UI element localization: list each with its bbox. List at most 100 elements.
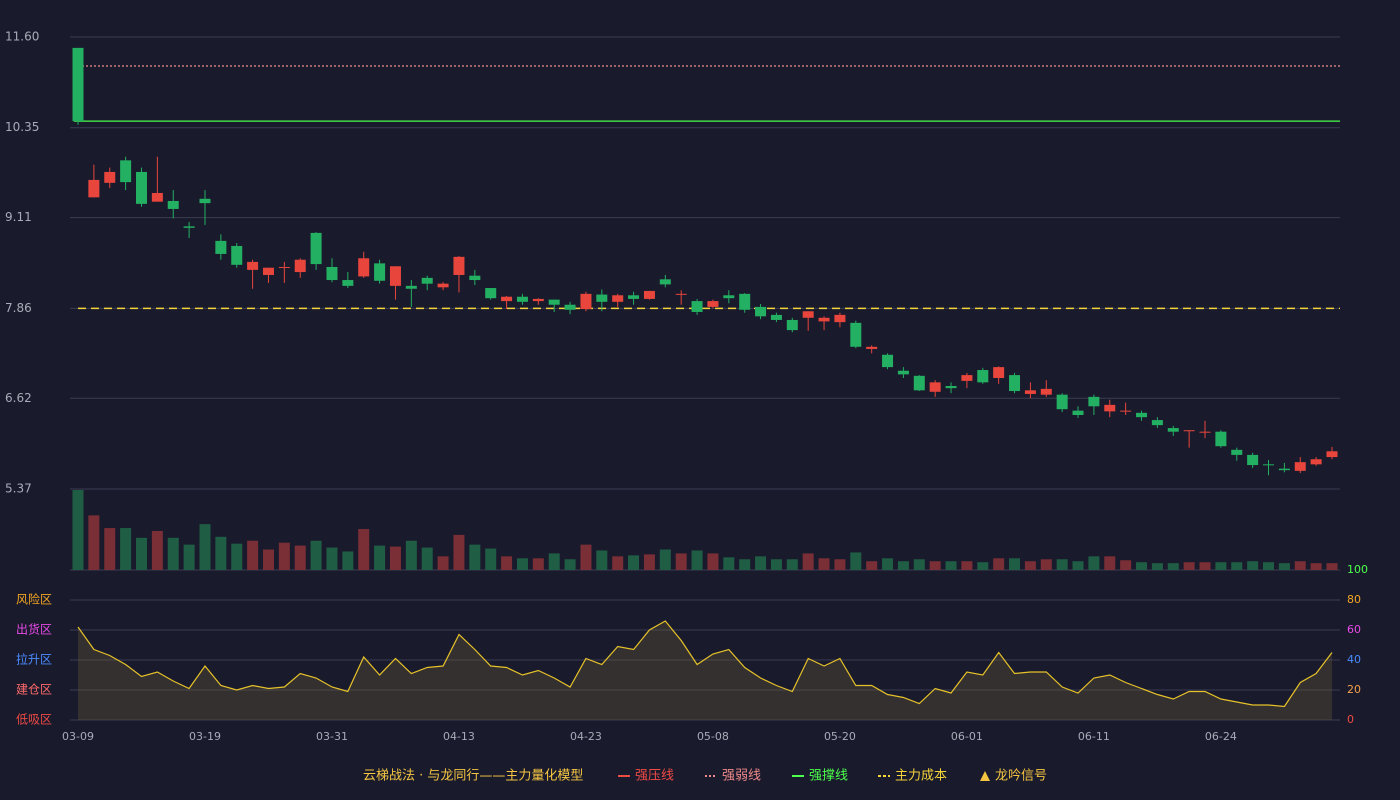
volume-bar — [326, 547, 338, 570]
candle-body — [1183, 430, 1195, 432]
candle-body — [342, 280, 354, 286]
candle-body — [564, 304, 576, 310]
volume-bar — [1199, 562, 1211, 570]
volume-bar — [897, 561, 909, 570]
candle-body — [358, 258, 370, 277]
volume-bar — [913, 559, 925, 570]
volume-bar — [1294, 561, 1306, 570]
candle-body — [1104, 404, 1116, 412]
candle-body — [643, 290, 655, 299]
volume-bar — [278, 542, 290, 570]
candle-body — [199, 198, 211, 204]
candle-body — [628, 295, 640, 299]
volume-bar — [1310, 563, 1322, 570]
volume-bar — [977, 562, 989, 570]
candle-body — [1231, 449, 1243, 455]
volume-bar — [564, 559, 576, 570]
candle-body — [1120, 410, 1132, 412]
x-tick-label: 05-20 — [824, 730, 856, 743]
candle-body — [437, 283, 449, 288]
candle-body — [1199, 431, 1211, 433]
volume-bar — [389, 546, 401, 570]
candle-body — [755, 306, 767, 317]
candle-body — [1278, 468, 1290, 471]
candle-body — [723, 295, 735, 299]
y-tick-label: 9.11 — [5, 210, 32, 224]
volume-bar — [850, 552, 862, 570]
volume-bar — [993, 558, 1005, 570]
volume-bar — [1120, 560, 1132, 570]
y-tick-label: 5.37 — [5, 482, 32, 496]
volume-bar — [88, 515, 100, 570]
candle-body — [247, 261, 259, 270]
volume-bar — [501, 556, 513, 570]
volume-bar — [1104, 556, 1116, 570]
volume-bar — [183, 544, 195, 570]
volume-bar — [294, 545, 306, 570]
volume-bar — [723, 557, 735, 570]
candle-body — [405, 285, 417, 289]
volume-bar — [834, 559, 846, 570]
candle-body — [310, 232, 322, 265]
candle-body — [326, 266, 338, 281]
x-tick-label: 06-11 — [1078, 730, 1110, 743]
candle-body — [167, 200, 179, 209]
zone-label: 风险区 — [16, 592, 52, 607]
oscillator-line — [77, 620, 1333, 708]
volume-bar — [72, 490, 84, 570]
y-tick-label: 6.62 — [5, 391, 32, 405]
volume-bar — [1151, 563, 1163, 570]
candle-body — [739, 293, 751, 310]
candle-body — [231, 245, 243, 265]
volume-bar — [866, 561, 878, 570]
candle-body — [151, 192, 163, 202]
volume-bar — [786, 559, 798, 570]
candle-body — [786, 319, 798, 331]
candle-body — [1009, 375, 1021, 392]
y2-tick-label: 0 — [1347, 713, 1354, 726]
zone-label: 出货区 — [16, 622, 52, 637]
volume-bar — [1263, 562, 1275, 570]
volume-bar — [628, 555, 640, 570]
candle-body — [993, 367, 1005, 378]
candle-body — [183, 226, 195, 228]
zone-label: 低吸区 — [16, 713, 52, 727]
volume-bar — [1056, 559, 1068, 570]
volume-bar — [1088, 556, 1100, 570]
candle-body — [1310, 459, 1322, 465]
volume-bar — [1072, 561, 1084, 570]
candle-body — [389, 266, 401, 286]
candle-body — [1024, 390, 1036, 394]
volume-bar — [1183, 562, 1195, 570]
volume-bar — [247, 540, 259, 570]
candle-body — [707, 301, 719, 307]
volume-bar — [770, 559, 782, 570]
volume-bar — [675, 553, 687, 570]
candle-body — [294, 259, 306, 273]
volume-bar — [120, 528, 132, 570]
candle-body — [1247, 454, 1259, 466]
candle-body — [485, 288, 497, 299]
volume-bar — [1136, 562, 1148, 570]
volume-bar — [1231, 562, 1243, 570]
legend-label: 强撑线 — [809, 769, 848, 784]
volume-bar — [532, 558, 544, 570]
volume-bar — [596, 550, 608, 570]
candle-body — [977, 370, 989, 383]
volume-bar — [739, 559, 751, 570]
candle-body — [691, 301, 703, 312]
candle-body — [278, 266, 290, 268]
candle-body — [1136, 412, 1148, 418]
volume-bar — [437, 556, 449, 570]
y-tick-label: 11.60 — [5, 30, 39, 44]
volume-bar — [310, 540, 322, 570]
candle-body — [580, 293, 592, 310]
volume-bar — [1278, 563, 1290, 570]
candle-body — [469, 275, 481, 281]
candle-body — [421, 277, 433, 284]
legend-label: 龙吟信号 — [995, 768, 1047, 784]
candle-body — [675, 293, 687, 295]
volume-bar — [231, 543, 243, 570]
volume-bar — [612, 556, 624, 570]
